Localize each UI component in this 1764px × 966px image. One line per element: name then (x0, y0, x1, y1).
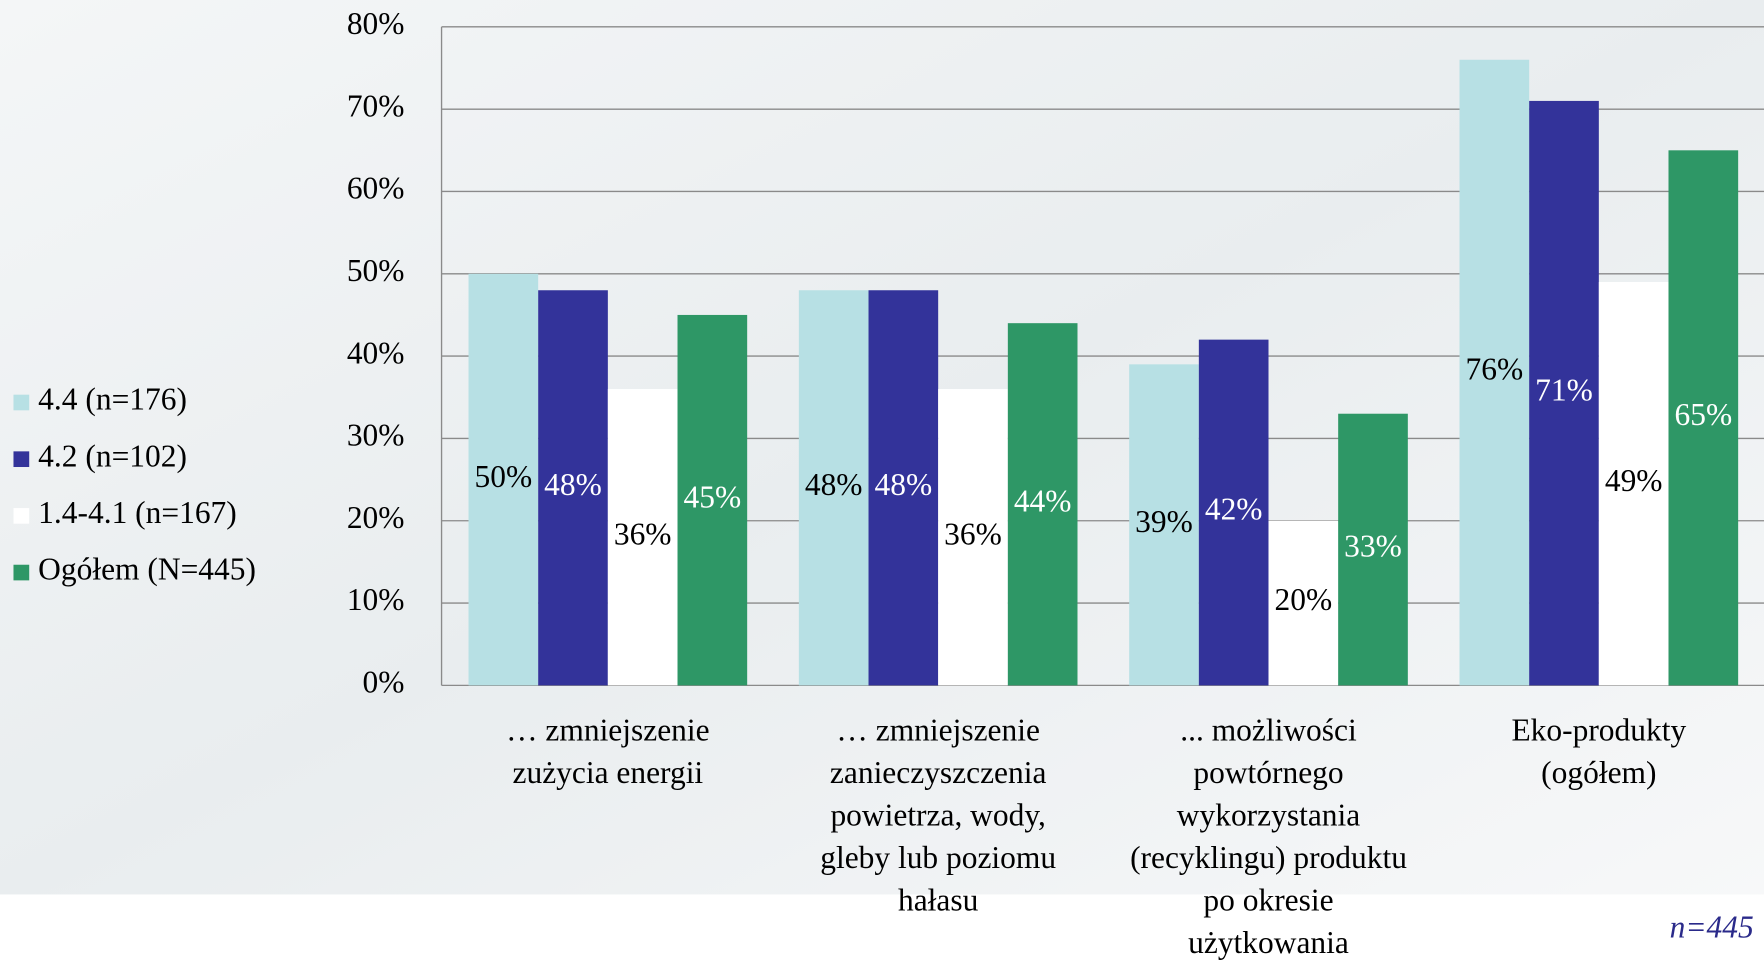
legend-swatch (13, 395, 29, 411)
data-label: 45% (684, 479, 742, 514)
legend-swatch (13, 451, 29, 467)
legend-label: Ogółem (N=445) (38, 552, 256, 587)
y-tick-label: 80% (347, 6, 405, 41)
data-label: 48% (875, 467, 933, 502)
y-tick-label: 20% (347, 500, 405, 535)
legend-label: 4.4 (n=176) (38, 382, 187, 417)
y-tick-label: 70% (347, 88, 405, 123)
y-tick-label: 60% (347, 171, 405, 206)
legend-label: 4.2 (n=102) (38, 438, 187, 473)
y-tick-label: 30% (347, 418, 405, 453)
data-label: 36% (614, 516, 672, 551)
y-tick-label: 50% (347, 253, 405, 288)
y-tick-label: 40% (347, 335, 405, 370)
note: n=445 (1670, 909, 1754, 944)
data-label: 48% (805, 467, 863, 502)
legend-label: 1.4-4.1 (n=167) (38, 495, 237, 530)
data-label: 65% (1674, 397, 1732, 432)
data-label: 48% (544, 467, 602, 502)
legend-swatch (13, 508, 29, 524)
data-label: 36% (944, 516, 1002, 551)
data-label: 33% (1344, 529, 1402, 564)
data-label: 42% (1205, 492, 1263, 527)
y-tick-label: 0% (363, 665, 405, 700)
data-label: 44% (1014, 484, 1072, 519)
legend-swatch (13, 565, 29, 581)
y-tick-label: 10% (347, 582, 405, 617)
data-label: 39% (1135, 504, 1193, 539)
data-label: 50% (475, 459, 533, 494)
data-label: 49% (1605, 463, 1663, 498)
data-label: 76% (1466, 352, 1524, 387)
chart: 0%10%20%30%40%50%60%70%80%… zmniejszenie… (0, 0, 1764, 966)
data-label: 71% (1535, 372, 1593, 407)
data-label: 20% (1275, 582, 1333, 617)
